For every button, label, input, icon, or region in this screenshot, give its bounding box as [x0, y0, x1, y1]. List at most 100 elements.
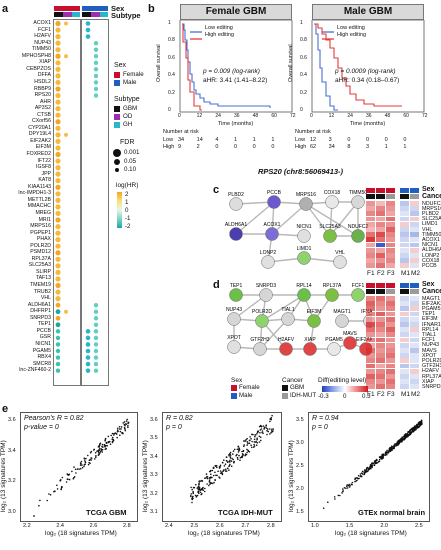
km-risk-cell: 0 — [215, 144, 219, 150]
km-xtick: 36 — [234, 113, 240, 119]
heat-cell — [376, 247, 385, 253]
network-node-label: RPL14 — [296, 283, 312, 289]
scatter-point — [216, 466, 218, 469]
heat-cell — [366, 379, 375, 384]
heat-cell — [386, 342, 395, 348]
heat-cell — [386, 306, 395, 312]
gene-label: RPL37A — [31, 255, 51, 262]
gene-label: GSR — [39, 334, 51, 341]
scatter-point — [201, 480, 204, 482]
scatter-point — [389, 448, 392, 451]
scatter-point — [228, 453, 230, 456]
heat-cell — [376, 332, 385, 338]
network-edge — [261, 294, 305, 322]
dot-male-od — [93, 47, 99, 52]
header-subtype: Subtype — [111, 11, 141, 20]
km-risk-cell: 34 — [328, 144, 335, 150]
network-c-svg: PLBD2 PCCB MRPS16 COX18 TIMM50 ALDH6A1 ACOX1 NI… — [225, 190, 368, 269]
gene-label: ACOX1 — [33, 20, 51, 26]
km-ytick: 0 — [300, 107, 303, 113]
scatter-point — [195, 484, 197, 486]
scatter-point — [108, 440, 111, 443]
heat-cell — [400, 306, 409, 312]
scatter-point — [78, 468, 80, 470]
gene-label: MRPS16 — [30, 223, 51, 230]
network-node-circle — [229, 197, 243, 211]
scatter-point — [366, 470, 369, 472]
network-node: NDUFC2 — [348, 224, 368, 243]
dot-male-od — [93, 73, 99, 79]
km-ytick: 0.6 — [168, 54, 175, 61]
heat-cell — [386, 253, 395, 258]
heat-cell — [376, 306, 385, 312]
km-xtick: 24 — [215, 113, 221, 119]
scatter-point — [123, 423, 126, 426]
scatter-ytick: 2.0 — [296, 486, 304, 492]
legend-d-diff-tick-0: -0.3 — [318, 393, 329, 400]
scatter-point — [215, 464, 218, 467]
network-node-circle — [325, 195, 339, 209]
heat-cell — [376, 211, 385, 217]
scatter-point — [229, 454, 232, 456]
scatter-point — [261, 430, 264, 432]
scatter-point — [79, 464, 82, 466]
dot-male-od — [93, 316, 99, 321]
heat-col-label: F2 — [377, 269, 385, 277]
scatter-point — [48, 493, 50, 495]
network-node-circle — [227, 312, 241, 326]
heat-cell — [410, 258, 419, 263]
scatter-point — [72, 477, 75, 480]
scatter-point — [269, 428, 271, 430]
km-risk-row-label: High — [295, 144, 307, 150]
heat-cell — [376, 358, 385, 364]
scatter-point — [245, 439, 247, 441]
heat-cell — [386, 221, 395, 227]
km-risk-row-label: Low — [295, 137, 306, 143]
scatter-point — [232, 453, 234, 455]
scatter-point — [266, 429, 268, 432]
heat-cell — [410, 306, 419, 312]
heat-row-label: RPL14 — [422, 326, 439, 333]
heat-cell — [400, 348, 409, 353]
panel-label-c: c — [213, 184, 220, 196]
gene-label: SNRPD3 — [29, 314, 51, 321]
scatter-point — [258, 441, 261, 443]
scatter-point — [392, 446, 395, 448]
dot-male-od — [93, 329, 99, 334]
scatter-point — [111, 432, 114, 435]
scatter-ytick: 3.0 — [296, 440, 304, 446]
scatter-ytick: 3.3 — [150, 472, 158, 479]
scatter-point — [104, 437, 107, 440]
scatter-point — [256, 438, 258, 441]
heat-cell — [366, 311, 375, 317]
gene-label: ALDH6A1 — [27, 301, 51, 308]
heat-cell — [366, 258, 375, 263]
scatter-point — [238, 449, 240, 452]
heat-row-label: MRPS16 — [422, 205, 441, 212]
scatter-point — [192, 492, 194, 495]
scatter-point — [229, 461, 231, 463]
heat-cell — [376, 322, 385, 327]
dot-female-gbm — [55, 335, 61, 341]
scatter-point — [391, 449, 393, 452]
gene-label: MRI1 — [38, 216, 51, 223]
heat-cancer-bar — [386, 194, 395, 199]
dot-male-gbm — [85, 329, 91, 334]
scatter-point — [83, 459, 86, 461]
network-node-circle — [335, 314, 349, 328]
km-female-svg — [179, 20, 293, 113]
scatter-point — [387, 451, 390, 454]
scatter-point — [388, 449, 390, 451]
scatter-point — [341, 492, 343, 494]
km-ytick: 1 — [168, 19, 171, 26]
scatter-point — [376, 459, 378, 461]
legend-d-diff-colorbar — [322, 386, 368, 392]
scatter-point — [243, 444, 245, 446]
heat-cell — [366, 322, 375, 327]
scatter-point — [251, 440, 253, 443]
network-node: MRPS16 — [296, 192, 316, 211]
male-gbm-title: Male GBM — [312, 4, 424, 20]
dot-female-od — [64, 132, 68, 137]
gene-label: RBBP9 — [33, 85, 51, 92]
heat-cell — [410, 216, 419, 222]
